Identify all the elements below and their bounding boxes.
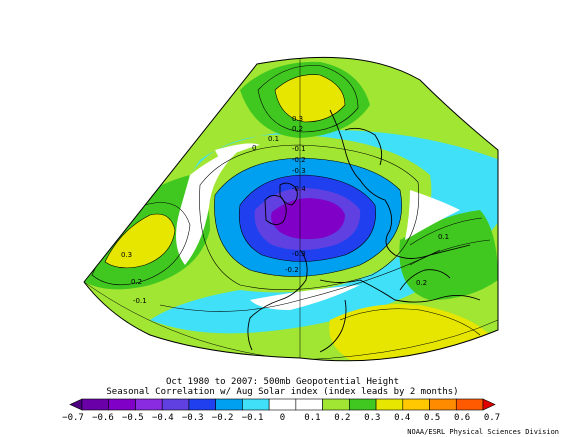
contour-label: -0.2 — [285, 266, 299, 274]
colorbar-tick-label: −0.7 — [62, 413, 84, 423]
contour-label: 0.3 — [121, 251, 132, 259]
positive-zone-west-strong — [105, 214, 175, 268]
colorbar-tick-label: 0.6 — [454, 413, 470, 423]
coastlines — [247, 109, 481, 353]
colorbar-arrow-high — [482, 398, 496, 411]
contour-label: -0.2 — [292, 156, 306, 164]
contour-label: 0.1 — [268, 135, 279, 143]
map-border — [83, 56, 499, 362]
colorbar-tick-label: 0.5 — [424, 413, 440, 423]
colorbar-tick-label: 0 — [280, 413, 285, 423]
map-title: Oct 1980 to 2007: 500mb Geopotential Hei… — [166, 377, 399, 387]
colorbar-box — [375, 398, 404, 411]
contour-label: -0.1 — [292, 145, 306, 153]
map-subtitle: Seasonal Correlation w/ Aug Solar index … — [106, 387, 459, 397]
colorbar-boxes — [69, 398, 496, 411]
colorbar-box — [429, 398, 457, 411]
colorbar-box — [215, 398, 243, 411]
colorbar-box — [242, 398, 270, 411]
colorbar-tick-label: 0.4 — [394, 413, 410, 423]
contour-labels: 0.3 0.2 0.1 0 -0.1 -0.2 -0.3 -0.4 -0.3 -… — [121, 115, 449, 305]
contour-label: 0.3 — [292, 115, 303, 123]
contour-label: 0 — [252, 144, 256, 152]
contour-label: -0.1 — [133, 297, 147, 305]
negative-core — [271, 198, 345, 240]
colorbar-tick-label: −0.3 — [182, 413, 204, 423]
neutral-band-north — [215, 143, 260, 160]
colorbar-tick-label: −0.6 — [92, 413, 114, 423]
colorbar-box — [455, 398, 484, 411]
credit-label: NOAA/ESRL Physical Sciences Division — [407, 428, 559, 436]
colorbar-tick-label: 0.2 — [334, 413, 350, 423]
contour-label: 0.2 — [292, 125, 303, 133]
colorbar-box — [161, 398, 190, 411]
contour-label: -0.3 — [292, 250, 306, 258]
colorbar-box — [349, 398, 377, 411]
colorbar-tick-label: −0.4 — [152, 413, 174, 423]
map-fill-group — [84, 57, 498, 361]
colorbar-box — [268, 398, 297, 411]
colorbar-box — [81, 398, 110, 411]
colorbar-box — [295, 398, 323, 411]
colorbar-box — [322, 398, 350, 411]
colorbar-box — [188, 398, 216, 411]
contour-label: 0.1 — [438, 233, 449, 241]
contour-label: 0.2 — [416, 279, 427, 287]
colorbar-tick-label: 0.3 — [364, 413, 380, 423]
colorbar-tick-label: 0.1 — [304, 413, 320, 423]
positive-zone-north-strong — [275, 74, 345, 122]
colorbar-tick-label: −0.1 — [242, 413, 264, 423]
correlation-map: 0.3 0.2 0.1 0 -0.1 -0.2 -0.3 -0.4 -0.3 -… — [83, 56, 499, 362]
colorbar-box — [402, 398, 430, 411]
colorbar: −0.7 −0.6 −0.5 −0.4 −0.3 −0.2 −0.1 0 0.1 0.2 0.3 0.… — [62, 398, 500, 423]
colorbar-tick-label: −0.2 — [212, 413, 234, 423]
colorbar-box — [108, 398, 136, 411]
colorbar-ticks: −0.7 −0.6 −0.5 −0.4 −0.3 −0.2 −0.1 0 0.1 0.2 0.3 0.… — [62, 413, 500, 423]
colorbar-arrow-low — [69, 398, 83, 411]
contour-label: 0.2 — [131, 278, 142, 286]
contour-lines — [91, 65, 491, 336]
contour-label: -0.3 — [292, 167, 306, 175]
positive-zone-east — [399, 210, 498, 300]
contour-label: -0.4 — [292, 185, 306, 193]
colorbar-box — [135, 398, 163, 411]
colorbar-tick-label: 0.7 — [484, 413, 500, 423]
colorbar-tick-label: −0.5 — [122, 413, 144, 423]
neutral-band-west — [176, 145, 245, 265]
